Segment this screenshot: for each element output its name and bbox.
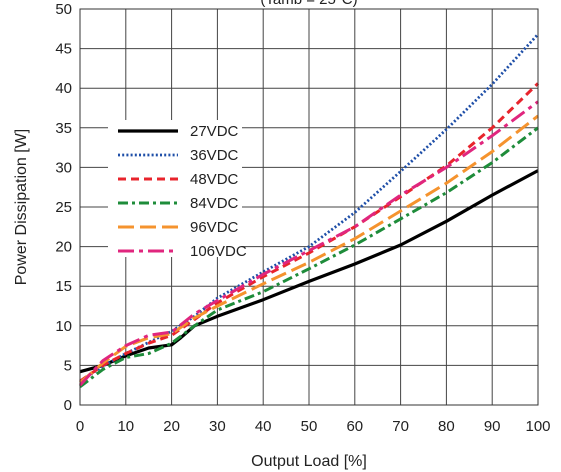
x-tick-label: 70 <box>392 418 409 435</box>
y-tick-label: 5 <box>64 357 72 374</box>
series-lines <box>78 33 540 388</box>
legend-label-84vdc: 84VDC <box>190 195 239 212</box>
y-axis-label: Power Dissipation [W] <box>13 129 30 286</box>
legend-label-27vdc: 27VDC <box>190 123 239 140</box>
legend-label-48vdc: 48VDC <box>190 171 239 188</box>
x-tick-label: 0 <box>76 418 84 435</box>
y-tick-label: 30 <box>55 159 72 176</box>
chart-title: (Tamb = 25°C) <box>260 0 357 8</box>
x-tick-label: 80 <box>438 418 455 435</box>
series-line-106vdc <box>78 100 539 387</box>
series-line-96vdc <box>79 114 539 384</box>
x-tick-label: 40 <box>255 418 272 435</box>
x-tick-label: 60 <box>346 418 363 435</box>
x-tick-label: 20 <box>163 418 180 435</box>
plot-frame <box>79 8 539 406</box>
x-tick-label: 10 <box>117 418 134 435</box>
y-tick-label: 25 <box>55 199 72 216</box>
series-line-27vdc <box>79 169 539 374</box>
y-tick-label: 50 <box>55 1 72 18</box>
y-tick-label: 45 <box>55 41 72 58</box>
y-tick-labels: 0 5 10 15 20 25 30 35 40 45 50 <box>55 1 72 414</box>
legend-label-96vdc: 96VDC <box>190 219 239 236</box>
x-tick-label: 100 <box>525 418 550 435</box>
y-tick-label: 10 <box>55 318 72 335</box>
x-tick-label: 90 <box>484 418 501 435</box>
y-tick-label: 20 <box>55 239 72 256</box>
y-tick-label: 15 <box>55 278 72 295</box>
x-axis-label: Output Load [%] <box>251 453 367 470</box>
y-tick-label: 0 <box>64 397 72 414</box>
x-tick-label: 30 <box>209 418 226 435</box>
x-tick-labels: 0 10 20 30 40 50 60 70 80 90 100 <box>76 418 551 435</box>
series-line-84vdc <box>79 126 539 388</box>
legend: 27VDC 36VDC 48VDC 84VDC 96VDC 106VDC <box>108 120 247 260</box>
x-tick-label: 50 <box>301 418 318 435</box>
legend-label-106vdc: 106VDC <box>190 243 247 260</box>
legend-background <box>108 120 242 257</box>
legend-label-36vdc: 36VDC <box>190 147 239 164</box>
y-tick-label: 40 <box>55 80 72 97</box>
y-tick-label: 35 <box>55 120 72 137</box>
